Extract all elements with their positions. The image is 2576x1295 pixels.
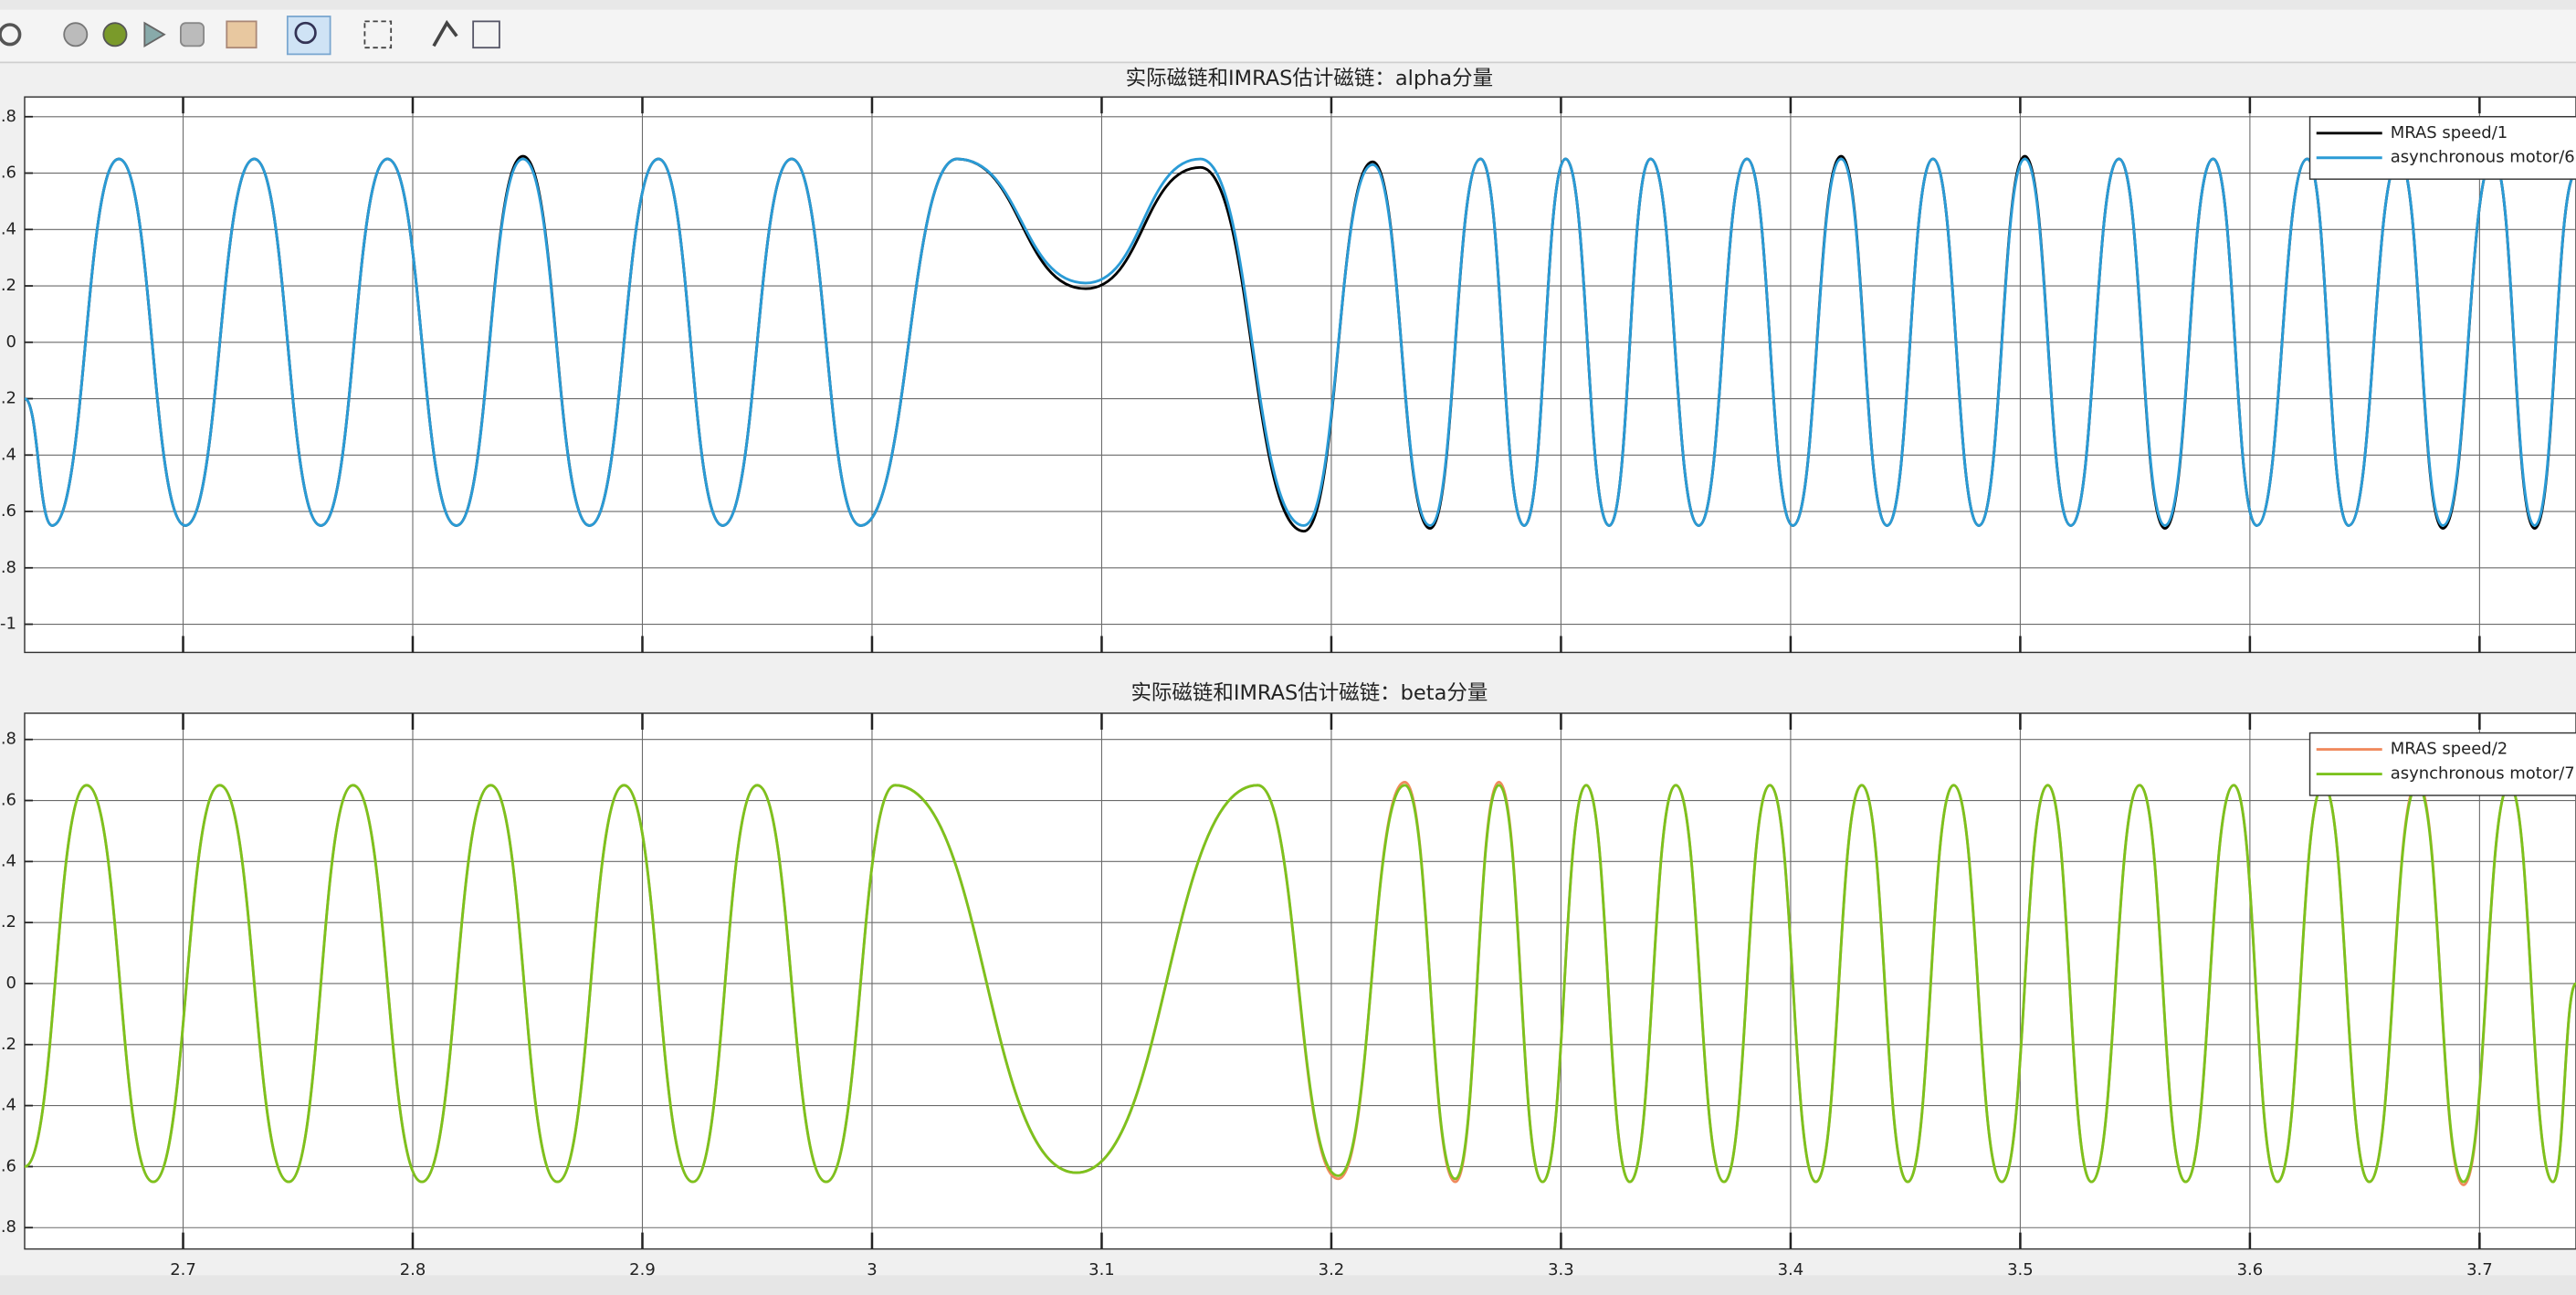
data-line — [24, 157, 2576, 527]
x-tick-label: 2.9 — [629, 1260, 656, 1279]
highlight-button[interactable] — [226, 20, 258, 49]
x-tick-label: 3 — [867, 1260, 877, 1279]
step-forward-button[interactable] — [143, 21, 166, 47]
zoom-button[interactable] — [286, 16, 331, 56]
y-tick-label: -0.8 — [0, 1217, 16, 1237]
x-tick-label: 3.6 — [2237, 1260, 2264, 1279]
data-line — [24, 784, 2576, 1184]
axes: 实际磁链和IMRAS估计磁链：beta分量 0.8 0.6 0.4 0.2 0 -0.2 -0… — [0, 681, 2576, 1279]
y-tick-label: 0.2 — [0, 276, 16, 295]
axes: 实际磁链和IMRAS估计磁链：alpha分量 0.8 0.6 0.4 0.2 0 -0.2 -… — [0, 67, 2576, 654]
y-tick-label: 0.6 — [0, 163, 16, 183]
plot-area — [24, 712, 2576, 1250]
chart-title: 实际磁链和IMRAS估计磁链：alpha分量 — [1126, 67, 1494, 90]
legend: MRAS speed/2 asynchronous motor/7 — [2308, 732, 2576, 796]
settings-button[interactable] — [0, 23, 22, 47]
y-tick-label: 0.4 — [0, 219, 16, 238]
y-tick-label: -0.2 — [0, 1035, 16, 1054]
status-bar — [0, 1275, 2576, 1295]
y-tick-label: 0.2 — [0, 912, 16, 932]
legend-label: asynchronous motor/6 — [2391, 148, 2575, 167]
y-tick-label: 0.8 — [0, 730, 16, 749]
x-tick-label: 2.7 — [170, 1260, 196, 1279]
legend-label: MRAS speed/1 — [2391, 123, 2508, 142]
y-tick-label: -0.8 — [0, 558, 16, 577]
y-tick-label: -0.2 — [0, 389, 16, 408]
y-tick-label: 0 — [6, 974, 16, 993]
y-tick-label: 0.6 — [0, 791, 16, 810]
x-tick-label: 3.3 — [1548, 1260, 1574, 1279]
legend-label: asynchronous motor/7 — [2391, 764, 2575, 784]
run-button[interactable] — [102, 22, 128, 47]
y-tick-label: -0.4 — [0, 1096, 16, 1115]
y-tick-label: -0.4 — [0, 445, 16, 464]
menu-bar — [0, 0, 2576, 10]
y-tick-label: 0 — [6, 332, 16, 352]
y-tick-label: 0.4 — [0, 851, 16, 870]
y-tick-label: 0.8 — [0, 107, 16, 126]
toolbar — [0, 0, 2576, 64]
y-tick-label: -0.6 — [0, 1156, 16, 1175]
stop-button[interactable] — [180, 22, 205, 47]
legend: MRAS speed/1 asynchronous motor/6 — [2308, 116, 2576, 180]
plot-area — [24, 96, 2576, 654]
fit-button[interactable] — [363, 20, 393, 49]
legend-label: MRAS speed/2 — [2391, 740, 2508, 759]
x-tick-label: 2.8 — [400, 1260, 426, 1279]
x-tick-label: 3.1 — [1088, 1260, 1115, 1279]
y-tick-label: -1 — [0, 615, 16, 634]
measure-button[interactable] — [472, 20, 500, 49]
x-tick-label: 3.5 — [2007, 1260, 2034, 1279]
x-tick-label: 3.7 — [2466, 1260, 2493, 1279]
chart-title: 实际磁链和IMRAS估计磁链：beta分量 — [1130, 681, 1488, 705]
toolbar-strip — [0, 9, 2576, 63]
step-back-button[interactable] — [63, 22, 89, 47]
zoom-icon — [294, 21, 317, 45]
x-tick-label: 3.4 — [1778, 1260, 1804, 1279]
legend-box — [2308, 732, 2576, 796]
x-tick-label: 3.2 — [1319, 1260, 1345, 1279]
cursor-button[interactable] — [432, 19, 458, 47]
legend-box — [2308, 116, 2576, 180]
y-tick-label: -0.6 — [0, 501, 16, 521]
